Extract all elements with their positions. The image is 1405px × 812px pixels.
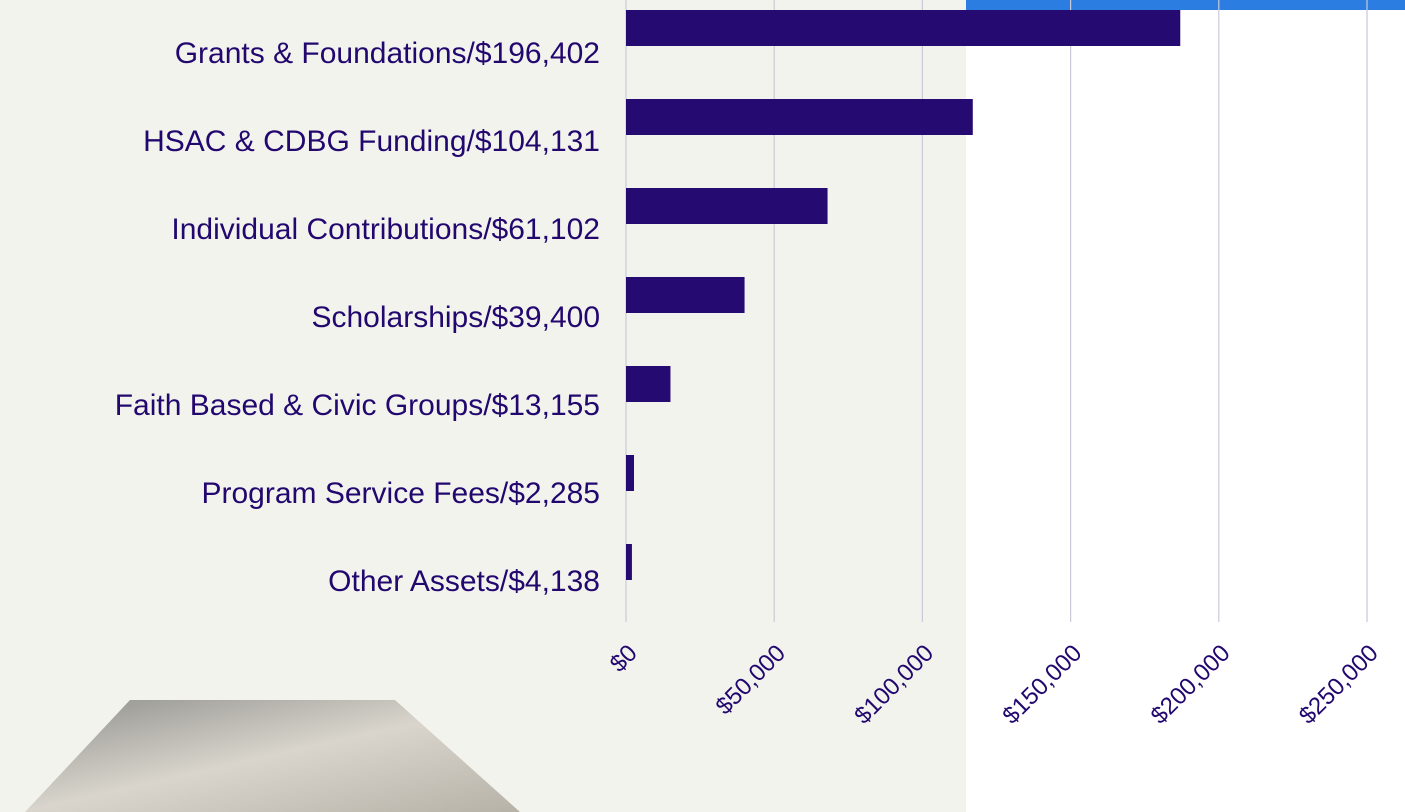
bar xyxy=(626,455,635,491)
bar xyxy=(626,277,745,313)
y-tick-label: Program Service Fees/$2,285 xyxy=(201,477,600,510)
y-tick-label: Individual Contributions/$61,102 xyxy=(171,213,600,246)
bar xyxy=(626,188,828,224)
background-right xyxy=(966,0,1405,812)
y-tick-label: Scholarships/$39,400 xyxy=(311,301,600,334)
bar xyxy=(626,99,973,135)
bar xyxy=(626,10,1181,46)
bar xyxy=(626,366,671,402)
y-tick-label: Grants & Foundations/$196,402 xyxy=(175,37,600,70)
y-tick-label: HSAC & CDBG Funding/$104,131 xyxy=(143,125,600,158)
y-tick-label: Other Assets/$4,138 xyxy=(328,565,600,598)
y-tick-label: Faith Based & Civic Groups/$13,155 xyxy=(115,389,600,422)
bar xyxy=(626,544,632,580)
background xyxy=(0,0,966,812)
photo xyxy=(25,700,520,812)
header-strip xyxy=(966,0,1405,10)
